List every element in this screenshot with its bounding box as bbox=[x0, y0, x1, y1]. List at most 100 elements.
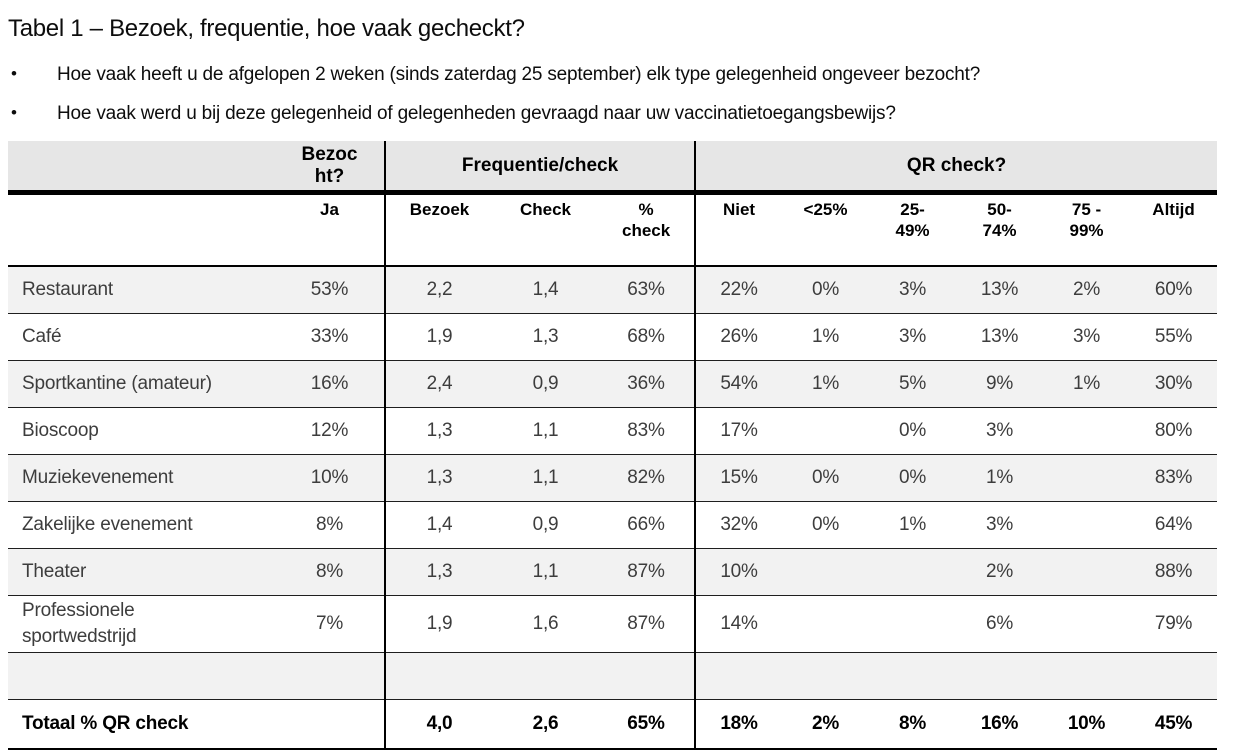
value-cell: 1% bbox=[1043, 360, 1131, 408]
table-caption: Tabel 1 – Bezoek, frequentie, hoe vaak g… bbox=[8, 15, 525, 42]
value-cell: 83% bbox=[598, 407, 696, 455]
value-cell: 0% bbox=[782, 266, 870, 314]
value-cell: 3% bbox=[1043, 313, 1131, 361]
group-header-row: Bezocht? Frequentie/check QR check? bbox=[8, 141, 1218, 195]
row-label bbox=[8, 652, 275, 700]
value-cell: 65% bbox=[598, 699, 696, 750]
value-cell bbox=[1043, 407, 1131, 455]
value-cell: 1,4 bbox=[493, 266, 598, 314]
column-header bbox=[8, 192, 275, 267]
value-cell: 87% bbox=[598, 595, 696, 653]
column-header: Bezoek bbox=[384, 192, 493, 267]
spacer-row bbox=[8, 652, 1218, 700]
value-cell: 87% bbox=[598, 548, 696, 596]
value-cell bbox=[782, 548, 870, 596]
question-list: • Hoe vaak heeft u de afgelopen 2 weken … bbox=[8, 63, 1234, 126]
table-row: Restaurant 53% 2,2 1,4 63% 22% 0% 3% 13% 2% 60% bbox=[8, 266, 1218, 314]
row-label: Café bbox=[8, 313, 275, 361]
value-cell: 1,3 bbox=[493, 313, 598, 361]
row-label: Sportkantine (amateur) bbox=[8, 360, 275, 408]
value-cell: 13% bbox=[956, 266, 1044, 314]
table-row: Sportkantine (amateur) 16% 2,4 0,9 36% 54% 1% 5… bbox=[8, 360, 1218, 408]
value-cell: 54% bbox=[694, 360, 783, 408]
value-cell bbox=[1043, 501, 1131, 549]
value-cell: 0% bbox=[869, 454, 957, 502]
value-cell: 1,4 bbox=[384, 501, 493, 549]
question-item: • Hoe vaak werd u bij deze gelegenheid o… bbox=[8, 102, 1234, 126]
column-header: 75 - 99% bbox=[1043, 192, 1131, 267]
question-text: Hoe vaak heeft u de afgelopen 2 weken (s… bbox=[57, 64, 981, 85]
value-cell: 13% bbox=[956, 313, 1044, 361]
value-cell: 55% bbox=[1130, 313, 1218, 361]
value-cell: 8% bbox=[275, 501, 385, 549]
table-row: Zakelijke evenement 8% 1,4 0,9 66% 32% 0% 1% 3% 6… bbox=[8, 501, 1218, 549]
value-cell: 83% bbox=[1130, 454, 1218, 502]
value-cell: 3% bbox=[956, 501, 1044, 549]
value-cell: 9% bbox=[956, 360, 1044, 408]
value-cell bbox=[1043, 548, 1131, 596]
column-header: % check bbox=[598, 192, 696, 267]
value-cell: 1,1 bbox=[493, 407, 598, 455]
value-cell: 82% bbox=[598, 454, 696, 502]
value-cell: 7% bbox=[275, 595, 385, 653]
value-cell: 26% bbox=[694, 313, 783, 361]
value-cell: 1,3 bbox=[384, 454, 493, 502]
group-spacer bbox=[8, 141, 275, 195]
value-cell: 1% bbox=[782, 360, 870, 408]
value-cell: 1,9 bbox=[384, 313, 493, 361]
value-cell: 10% bbox=[1043, 699, 1131, 750]
value-cell: 16% bbox=[275, 360, 385, 408]
value-cell: 1,1 bbox=[493, 454, 598, 502]
row-label: Muziekevenement bbox=[8, 454, 275, 502]
value-cell: 1,9 bbox=[384, 595, 493, 653]
value-cell: 88% bbox=[1130, 548, 1218, 596]
value-cell: 1% bbox=[782, 313, 870, 361]
column-header: Check bbox=[493, 192, 598, 267]
value-cell: 0,9 bbox=[493, 501, 598, 549]
table-row: Bioscoop 12% 1,3 1,1 83% 17% 0% 3% 80% bbox=[8, 407, 1218, 455]
value-cell: 1% bbox=[869, 501, 957, 549]
value-cell: 2,4 bbox=[384, 360, 493, 408]
value-cell bbox=[1043, 454, 1131, 502]
value-cell: 12% bbox=[275, 407, 385, 455]
table-row: Theater 8% 1,3 1,1 87% 10% 2% 88% bbox=[8, 548, 1218, 596]
value-cell bbox=[869, 652, 957, 700]
value-cell: 0% bbox=[782, 454, 870, 502]
value-cell: 15% bbox=[694, 454, 783, 502]
value-cell: 32% bbox=[694, 501, 783, 549]
column-header: Ja bbox=[275, 192, 385, 267]
value-cell: 3% bbox=[869, 266, 957, 314]
value-cell bbox=[275, 699, 385, 750]
value-cell: 10% bbox=[694, 548, 783, 596]
value-cell bbox=[869, 548, 957, 596]
group-qr-check: QR check? bbox=[694, 141, 1218, 195]
value-cell bbox=[1043, 652, 1131, 700]
value-cell: 10% bbox=[275, 454, 385, 502]
value-cell: 45% bbox=[1130, 699, 1218, 750]
value-cell: 0% bbox=[782, 501, 870, 549]
value-cell: 53% bbox=[275, 266, 385, 314]
table-row: Professionele sportwedstrijd 7% 1,9 1,6 87% 1… bbox=[8, 595, 1218, 653]
column-header: 25-49% bbox=[869, 192, 957, 267]
value-cell: 2% bbox=[956, 548, 1044, 596]
value-cell: 3% bbox=[869, 313, 957, 361]
value-cell: 1,3 bbox=[384, 548, 493, 596]
bullet-icon: • bbox=[11, 103, 17, 122]
question-text: Hoe vaak werd u bij deze gelegenheid of … bbox=[57, 103, 896, 124]
value-cell: 5% bbox=[869, 360, 957, 408]
value-cell bbox=[598, 652, 696, 700]
value-cell bbox=[275, 652, 385, 700]
value-cell bbox=[782, 595, 870, 653]
value-cell: 36% bbox=[598, 360, 696, 408]
row-label: Zakelijke evenement bbox=[8, 501, 275, 549]
value-cell bbox=[493, 652, 598, 700]
value-cell: 6% bbox=[956, 595, 1044, 653]
column-header: 50-74% bbox=[956, 192, 1044, 267]
value-cell bbox=[956, 652, 1044, 700]
value-cell bbox=[782, 407, 870, 455]
row-label: Totaal % QR check bbox=[8, 699, 275, 750]
value-cell: 1,1 bbox=[493, 548, 598, 596]
question-item: • Hoe vaak heeft u de afgelopen 2 weken … bbox=[8, 63, 1234, 87]
column-header: Altijd bbox=[1130, 192, 1218, 267]
